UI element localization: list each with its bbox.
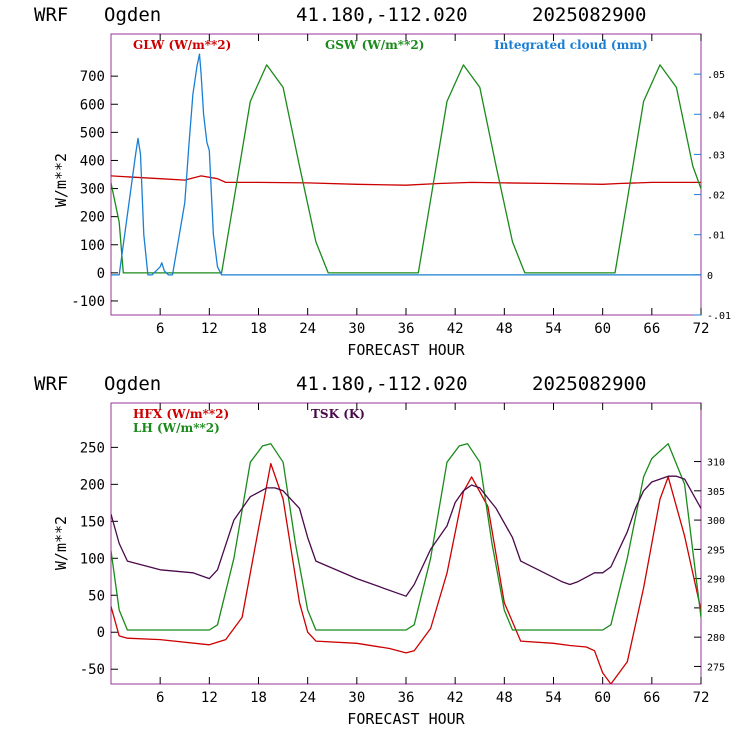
panel1-ylabel: W/m**2 [52, 153, 70, 207]
panel2-coords: 41.180,-112.020 [296, 373, 468, 395]
x-tick-label: 48 [496, 321, 513, 337]
x-tick-label: 12 [201, 321, 218, 337]
y-tick-label: 600 [80, 97, 105, 113]
series-line-1 [111, 175, 701, 186]
series-line-2 [111, 443, 701, 631]
x-tick-label: 30 [348, 321, 365, 337]
y-tick-label: -100 [71, 294, 105, 310]
x-tick-label: 24 [299, 690, 316, 706]
y-tick-label: 50 [88, 588, 105, 604]
y-tick-label: 400 [80, 153, 105, 169]
x-tick-label: 24 [299, 321, 316, 337]
x-tick-label: 60 [594, 690, 611, 706]
panel2-legend-lh: LH (W/m**2) [133, 421, 220, 435]
x-tick-label: 36 [398, 690, 415, 706]
panel1-model: WRF [34, 4, 68, 26]
y2-tick-label: .02 [707, 191, 725, 202]
y2-tick-label: 275 [707, 662, 725, 673]
panel2-model: WRF [34, 373, 68, 395]
panel2-xlabel: FORECAST HOUR [347, 710, 465, 728]
panel1-station: Ogden [104, 4, 161, 26]
y2-tick-label: 285 [707, 604, 725, 615]
panel1-legend-glw: GLW (W/m**2) [133, 38, 231, 52]
y-tick-label: 250 [80, 440, 105, 456]
y2-tick-label: 300 [707, 516, 725, 527]
x-tick-label: 18 [250, 690, 267, 706]
x-tick-label: 42 [447, 690, 464, 706]
series-line-2 [111, 64, 701, 274]
panel1-header: WRF Ogden 41.180,-112.020 2025082900 [34, 4, 646, 26]
y2-tick-label: .01 [707, 231, 725, 242]
panel2-legend-tsk: TSK (K) [311, 407, 365, 421]
panel1-xlabel: FORECAST HOUR [347, 341, 465, 359]
y2-tick-label: .05 [707, 70, 725, 81]
panel2-ylabel: W/m**2 [52, 516, 70, 570]
x-tick-label: 36 [398, 321, 415, 337]
panel1-run: 2025082900 [532, 4, 646, 26]
y2-tick-label: 0 [707, 271, 713, 282]
panel2-station: Ogden [104, 373, 161, 395]
x-tick-label: 54 [545, 690, 562, 706]
y2-tick-label: -.01 [707, 311, 731, 322]
y2-tick-label: 280 [707, 633, 725, 644]
panel2-legend-hfx: HFX (W/m**2) [133, 407, 229, 421]
series-line-3 [111, 53, 701, 276]
y-tick-label: 500 [80, 125, 105, 141]
x-tick-label: 60 [594, 321, 611, 337]
panel1-plot: 6 12 18 24 30 36 42 48 54 60 66 72 -100 0 100 200 300 400… [71, 33, 731, 337]
y-tick-label: 0 [97, 266, 105, 282]
x-tick-label: 42 [447, 321, 464, 337]
y-tick-label: -50 [80, 662, 105, 678]
y2-tick-label: 310 [707, 458, 725, 469]
panel1-coords: 41.180,-112.020 [296, 4, 468, 26]
x-tick-label: 72 [693, 690, 710, 706]
panel1-legend-cloud: Integrated cloud (mm) [494, 38, 648, 52]
series-line-1 [111, 462, 701, 684]
y2-tick-label: 295 [707, 545, 725, 556]
y-tick-label: 200 [80, 210, 105, 226]
y-tick-label: 700 [80, 69, 105, 85]
y-tick-label: 0 [97, 625, 105, 641]
x-tick-label: 6 [156, 321, 164, 337]
plot-frame [110, 402, 702, 685]
x-tick-label: 12 [201, 690, 218, 706]
panel2-header: WRF Ogden 41.180,-112.020 2025082900 [34, 373, 646, 395]
y-tick-label: 300 [80, 182, 105, 198]
y-tick-label: 150 [80, 514, 105, 530]
x-tick-label: 72 [693, 321, 710, 337]
x-tick-label: 66 [643, 321, 660, 337]
x-tick-label: 18 [250, 321, 267, 337]
panel2-plot: 6 12 18 24 30 36 42 48 54 60 66 72 -50 0 50 100 150 200 25… [80, 402, 725, 706]
x-tick-label: 48 [496, 690, 513, 706]
y2-tick-label: 290 [707, 575, 725, 586]
x-tick-label: 54 [545, 321, 562, 337]
panel1-legend-gsw: GSW (W/m**2) [325, 38, 424, 52]
x-tick-label: 6 [156, 690, 164, 706]
y2-tick-label: 305 [707, 487, 725, 498]
x-tick-label: 66 [643, 690, 660, 706]
panel2-run: 2025082900 [532, 373, 646, 395]
x-tick-label: 30 [348, 690, 365, 706]
series-line-3 [111, 475, 701, 597]
y2-tick-label: .04 [707, 110, 725, 121]
y-tick-label: 200 [80, 477, 105, 493]
y2-tick-label: .03 [707, 150, 725, 161]
y-tick-label: 100 [80, 551, 105, 567]
y-tick-label: 100 [80, 238, 105, 254]
